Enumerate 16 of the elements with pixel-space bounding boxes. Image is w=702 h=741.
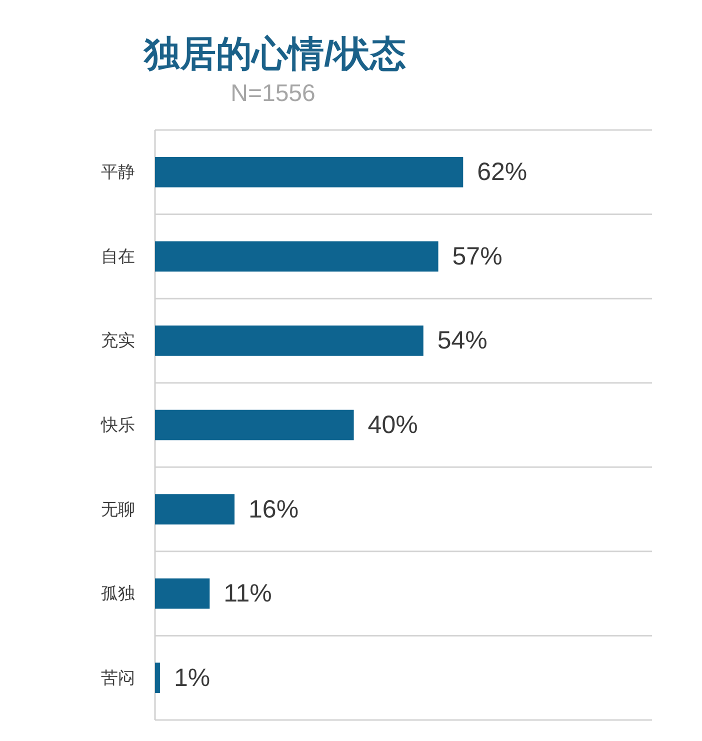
data-label: 11%: [224, 580, 272, 608]
data-label: 62%: [477, 158, 528, 186]
category-label: 快乐: [101, 416, 135, 434]
title: 独居的心情/状态: [144, 33, 406, 74]
category-label: 无聊: [101, 500, 135, 519]
category-label: 孤独: [101, 584, 135, 604]
subtitle: N=1556: [230, 80, 316, 107]
category-label: 自在: [101, 246, 135, 266]
category-label: 平静: [101, 162, 135, 182]
data-label: 16%: [248, 495, 299, 524]
category-label: 充实: [101, 331, 135, 350]
category-label: 苦闷: [101, 668, 135, 688]
data-label: 40%: [368, 411, 418, 439]
data-label: 57%: [452, 242, 502, 270]
data-label: 54%: [437, 326, 488, 355]
data-label: 1%: [174, 664, 210, 692]
